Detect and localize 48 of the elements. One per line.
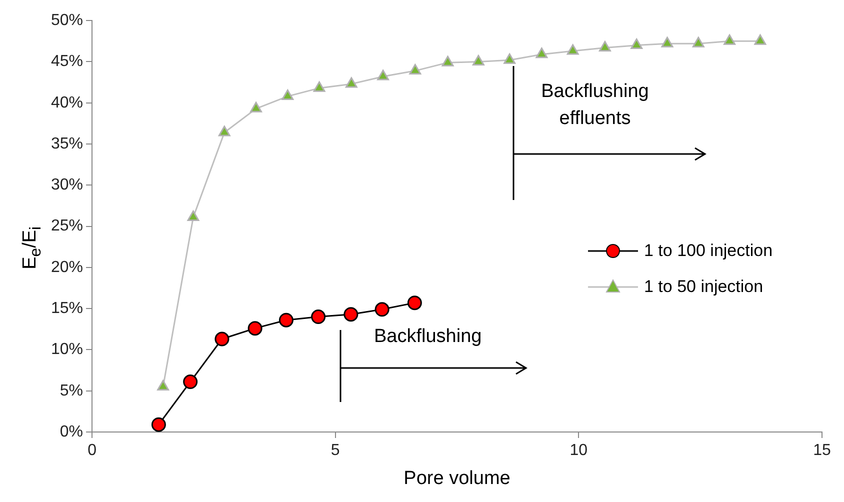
y-tick-label: 0% bbox=[60, 423, 84, 440]
y-tick-label: 50% bbox=[50, 12, 84, 30]
legend-label: 1 to 50 injection bbox=[644, 277, 764, 297]
point bbox=[409, 64, 422, 75]
y-tick-label: 45% bbox=[50, 53, 84, 70]
point bbox=[536, 48, 548, 58]
y-tick-label: 10% bbox=[50, 341, 84, 358]
point bbox=[599, 41, 611, 52]
y-tick-label: 15% bbox=[50, 300, 84, 317]
point bbox=[754, 34, 766, 45]
point bbox=[661, 36, 674, 48]
point bbox=[214, 332, 230, 346]
point bbox=[345, 77, 358, 88]
x-tick-label: 0 bbox=[88, 442, 97, 460]
point bbox=[282, 90, 294, 100]
point bbox=[187, 210, 200, 221]
point bbox=[374, 302, 390, 317]
point bbox=[248, 321, 262, 336]
point bbox=[724, 34, 736, 45]
point bbox=[442, 56, 454, 66]
annotation: Backflushing bbox=[374, 326, 482, 348]
y-tick-label: 30% bbox=[50, 176, 84, 194]
x-tick-label: 5 bbox=[330, 442, 340, 460]
point bbox=[218, 126, 230, 136]
point bbox=[151, 417, 166, 432]
point bbox=[278, 312, 294, 328]
y-tick-label: 35% bbox=[50, 135, 84, 152]
point bbox=[630, 38, 643, 50]
annotation: Backflushing effluents bbox=[540, 80, 650, 131]
point bbox=[407, 296, 422, 310]
x-axis-title: Pore volume bbox=[404, 468, 510, 489]
x-tick-label: 15 bbox=[813, 442, 831, 460]
x-tick-label: 10 bbox=[570, 442, 588, 460]
point bbox=[313, 81, 326, 92]
point bbox=[311, 310, 326, 324]
y-tick-label: 40% bbox=[50, 94, 84, 112]
point bbox=[566, 44, 579, 55]
point bbox=[250, 102, 262, 112]
y-tick-label: 20% bbox=[50, 258, 84, 276]
point bbox=[504, 53, 516, 64]
point bbox=[692, 36, 704, 48]
y-tick-label: 5% bbox=[60, 382, 84, 400]
point bbox=[183, 374, 198, 390]
legend-label: 1 to 100 injection bbox=[644, 241, 773, 261]
y-tick-label: 25% bbox=[50, 218, 84, 235]
point bbox=[344, 307, 358, 322]
point bbox=[377, 70, 389, 80]
point bbox=[472, 54, 484, 66]
